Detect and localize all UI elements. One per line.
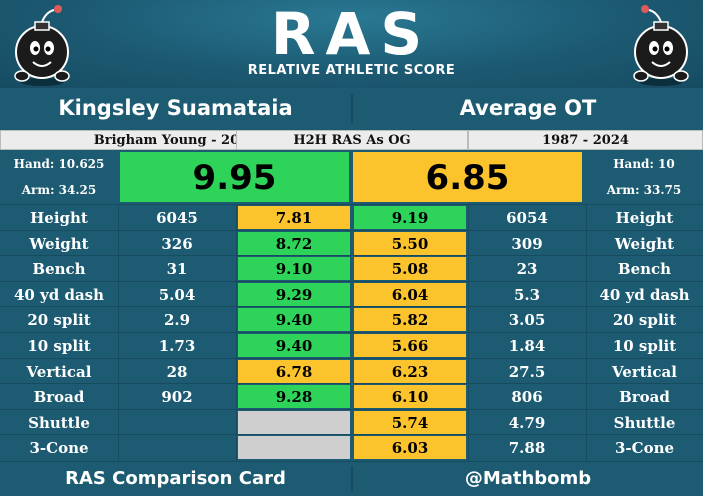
left-ras-score: 9.95 — [119, 151, 350, 203]
left-raw-value: 902 — [161, 388, 193, 406]
row-divider — [0, 409, 703, 410]
left-raw-value: 1.73 — [158, 337, 196, 355]
metric-label-right: Bench — [617, 260, 672, 278]
row-divider — [0, 281, 703, 282]
row-divider — [0, 358, 703, 359]
name-divider — [351, 94, 353, 124]
header-banner: RAS RELATIVE ATHLETIC SCORE — [0, 0, 703, 88]
left-raw-value: 326 — [161, 235, 193, 253]
metric-label-right: 10 split — [612, 337, 677, 355]
metric-label-right: 3-Cone — [614, 439, 675, 457]
footer-left-title: RAS Comparison Card — [65, 468, 286, 489]
left-player-name: Kingsley Suamataia — [58, 96, 293, 120]
row-divider — [0, 230, 703, 231]
ras-logo-subtitle: RELATIVE ATHLETIC SCORE — [247, 63, 456, 78]
left-metric-score: 8.72 — [237, 231, 351, 256]
metric-label-left: Vertical — [26, 363, 92, 381]
right-metric-score: 5.08 — [353, 256, 467, 281]
ras-logo: RAS — [270, 0, 433, 68]
metric-label-right: 20 split — [612, 311, 677, 329]
metric-label-left: Weight — [29, 235, 89, 253]
right-raw-value: 309 — [511, 235, 543, 253]
right-raw-value: 4.79 — [508, 414, 546, 432]
row-divider — [0, 434, 703, 435]
footer-divider — [351, 466, 353, 492]
left-metric-score: 9.29 — [237, 282, 351, 307]
metric-label-right: Weight — [614, 235, 675, 253]
left-metric-score: 6.78 — [237, 359, 351, 384]
right-raw-value: 23 — [516, 260, 538, 278]
metric-label-left: 20 split — [27, 311, 91, 329]
h2h-label: H2H RAS As OG — [236, 130, 468, 150]
right-hand: Hand: 10 — [613, 157, 675, 171]
metric-label-left: 10 split — [27, 337, 91, 355]
metric-label-left: 40 yd dash — [13, 286, 105, 304]
metric-label-left: Broad — [33, 388, 85, 406]
right-ras-score: 6.85 — [352, 151, 583, 203]
right-raw-value: 7.88 — [508, 439, 546, 457]
left-metric-score: 7.81 — [237, 205, 351, 230]
bomb-mascot-icon — [14, 5, 70, 86]
left-hand: Hand: 10.625 — [13, 157, 105, 171]
row-divider — [0, 255, 703, 256]
row-divider — [0, 306, 703, 307]
right-years: 1987 - 2024 — [468, 130, 703, 150]
left-metric-score: 9.28 — [237, 384, 351, 409]
left-raw-value: 2.9 — [163, 311, 191, 329]
right-metric-score: 6.04 — [353, 282, 467, 307]
right-metric-score: 6.23 — [353, 359, 467, 384]
right-metric-score: 5.82 — [353, 307, 467, 332]
right-player-name: Average OT — [459, 96, 597, 120]
metric-label-right: 40 yd dash — [599, 286, 690, 304]
metric-label-left: Height — [30, 209, 88, 227]
left-raw-value — [118, 410, 236, 436]
left-metric-score: 9.40 — [237, 307, 351, 332]
metric-label-right: Broad — [619, 388, 670, 406]
row-divider — [0, 204, 703, 205]
right-raw-value: 6054 — [506, 209, 548, 227]
left-arm: Arm: 34.25 — [21, 183, 97, 197]
bomb-mascot-icon — [633, 5, 689, 86]
metric-label-right: Vertical — [612, 363, 677, 381]
metric-label-left: Shuttle — [28, 414, 90, 432]
row-divider — [0, 461, 703, 462]
right-raw-value: 27.5 — [508, 363, 546, 381]
column-divider — [236, 205, 237, 461]
left-raw-value: 28 — [166, 363, 188, 381]
column-divider — [586, 205, 587, 461]
right-metric-score: 6.03 — [353, 435, 467, 460]
metric-label-left: Bench — [32, 260, 86, 278]
metric-label-left: 3-Cone — [29, 439, 89, 457]
left-raw-value: 6045 — [156, 209, 198, 227]
right-raw-value: 1.84 — [508, 337, 546, 355]
left-metric-score — [237, 410, 351, 435]
row-divider — [0, 332, 703, 333]
left-raw-value: 31 — [166, 260, 188, 278]
left-metric-score: 9.10 — [237, 256, 351, 281]
metric-label-right: Height — [615, 209, 674, 227]
right-metric-score: 5.74 — [353, 410, 467, 435]
left-raw-value — [118, 435, 236, 461]
column-divider — [468, 205, 469, 461]
right-metric-score: 6.10 — [353, 384, 467, 409]
right-raw-value: 806 — [511, 388, 543, 406]
right-metric-score: 9.19 — [353, 205, 467, 230]
footer-handle: @Mathbomb — [464, 468, 592, 489]
left-raw-value: 5.04 — [158, 286, 196, 304]
left-metric-score — [237, 435, 351, 460]
right-arm: Arm: 33.75 — [606, 183, 682, 197]
right-metric-score: 5.66 — [353, 333, 467, 358]
column-divider — [118, 205, 119, 461]
right-raw-value: 3.05 — [508, 311, 546, 329]
left-metric-score: 9.40 — [237, 333, 351, 358]
right-raw-value: 5.3 — [513, 286, 541, 304]
right-metric-score: 5.50 — [353, 231, 467, 256]
metric-label-right: Shuttle — [613, 414, 676, 432]
row-divider — [0, 383, 703, 384]
